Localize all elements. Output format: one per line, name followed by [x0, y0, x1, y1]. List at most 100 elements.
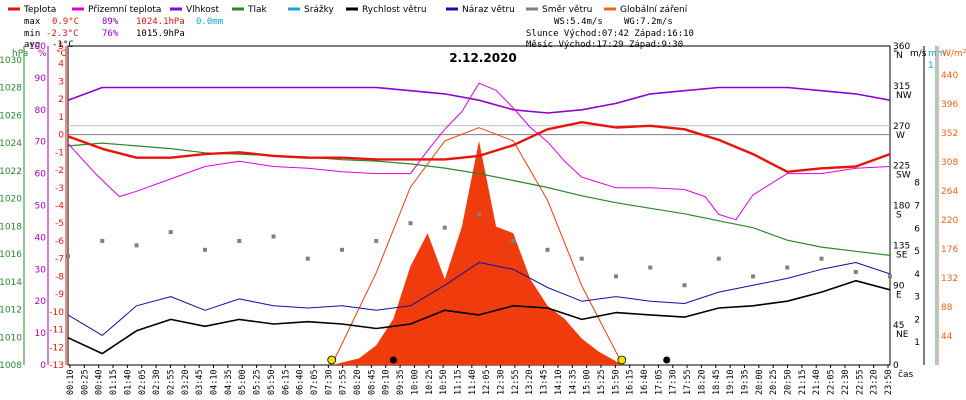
x-axis-label: čas — [898, 369, 913, 380]
x-tick-label: 17:55 — [683, 369, 693, 395]
temp-tick-label: -2 — [55, 166, 64, 176]
x-tick-label: 05:25 — [253, 369, 263, 395]
temp-tick-label: 5 — [58, 42, 64, 52]
x-tick-label: 13:45 — [540, 369, 550, 395]
x-tick-label: 21:15 — [798, 369, 808, 395]
hpa-tick-label: 1012 — [0, 306, 22, 316]
wind-direction-point — [716, 256, 721, 261]
hum-tick-label: 70 — [35, 138, 47, 148]
hpa-tick-label: 1026 — [0, 111, 22, 121]
x-tick-label: 10:00 — [410, 369, 420, 395]
dir-tick-label: 135 — [893, 241, 910, 251]
wind-direction-point — [305, 256, 310, 261]
wind-direction-point — [442, 225, 447, 230]
temp-tick-label: 4 — [58, 60, 64, 70]
rad-tick-label: 352 — [941, 129, 958, 139]
temp-tick-label: -6 — [55, 237, 64, 247]
legend-label: Tlak — [247, 5, 268, 15]
temp-axis-label: °C — [56, 49, 67, 59]
dir-name-label: SE — [896, 250, 908, 260]
x-tick-label: 03:20 — [181, 369, 191, 395]
info-wg: WG:7.2m/s — [624, 17, 673, 27]
dir-tick-label: 315 — [893, 82, 910, 92]
moonrise-marker — [663, 356, 671, 364]
hpa-tick-label: 1008 — [0, 361, 22, 371]
wind-direction-point — [271, 234, 276, 239]
hum-axis-label: % — [38, 49, 47, 59]
hpa-tick-label: 1014 — [0, 278, 22, 288]
x-tick-label: 08:20 — [353, 369, 363, 395]
x-tick-label: 09:35 — [396, 369, 406, 395]
temp-tick-label: -8 — [55, 272, 64, 282]
series — [66, 82, 892, 366]
wind-direction-point — [374, 238, 379, 243]
x-tick-label: 12:30 — [497, 369, 507, 395]
x-tick-label: 14:35 — [568, 369, 578, 395]
sunset-marker — [617, 355, 627, 365]
stats-min-hum: 76% — [102, 29, 119, 39]
temperature-line — [67, 120, 891, 174]
rad-tick-label: 440 — [941, 71, 958, 81]
x-tick-label: 15:25 — [597, 369, 607, 395]
temp-tick-label: -3 — [55, 184, 64, 194]
stats-min-label: min — [24, 29, 40, 39]
temp-tick-label: -9 — [55, 290, 64, 300]
info-block: WS:5.4m/s WG:7.2m/s Slunce Východ:07:42 … — [526, 17, 694, 50]
stats-max-rain: 0.0mm — [196, 17, 223, 27]
moonset-marker — [389, 356, 397, 364]
stats-min-temp: -2.3°C — [46, 29, 79, 39]
x-tick-label: 18:45 — [712, 369, 722, 395]
x-tick-label: 01:15 — [109, 369, 119, 395]
stats-max-temp: 0.9°C — [52, 17, 79, 27]
mm-tick-label: 1 — [928, 61, 934, 71]
hum-tick-label: 20 — [35, 297, 47, 307]
x-tick-label: 22:55 — [855, 369, 865, 395]
temp-tick-label: -1 — [55, 148, 64, 158]
rad-tick-label: 220 — [941, 216, 958, 226]
wind-speed-line — [67, 279, 891, 355]
hpa-tick-label: 1018 — [0, 222, 22, 232]
wind-direction-point — [682, 283, 687, 288]
ms-tick-label: 3 — [914, 293, 920, 303]
legend-label: Teplota — [23, 5, 56, 15]
x-tick-label: 15:00 — [583, 369, 593, 395]
x-tick-label: 11:15 — [453, 369, 463, 395]
hum-tick-label: 40 — [35, 233, 47, 243]
hum-tick-label: 60 — [35, 170, 47, 180]
x-tick-label: 23:20 — [870, 369, 880, 395]
ms-tick-label: 4 — [914, 270, 920, 280]
x-tick-label: 22:05 — [827, 369, 837, 395]
dir-tick-label: 270 — [893, 122, 910, 132]
hum-tick-label: 0 — [40, 361, 46, 371]
dir-tick-label: 90 — [893, 281, 905, 291]
stats-max-press: 1024.1hPa — [136, 17, 185, 27]
wind-direction-point — [408, 221, 413, 226]
temp-tick-label: -5 — [55, 219, 64, 229]
ms-tick-label: 8 — [914, 179, 920, 189]
x-tick-label: 00:40 — [95, 369, 105, 395]
wind-direction-point — [511, 238, 516, 243]
legend-label: Směr větru — [542, 5, 592, 15]
dir-name-label: NE — [896, 330, 909, 340]
x-tick-label: 08:45 — [367, 369, 377, 395]
ms-tick-label: 6 — [914, 224, 920, 234]
legend-label: Rychlost větru — [362, 5, 427, 15]
hum-tick-label: 10 — [35, 329, 47, 339]
x-tick-label: 07:05 — [310, 369, 320, 395]
x-tick-label: 05:00 — [238, 369, 248, 395]
x-tick-label: 21:40 — [812, 369, 822, 395]
hpa-tick-label: 1030 — [0, 56, 22, 66]
ground-temperature-line — [67, 82, 891, 221]
x-tick-label: 11:40 — [468, 369, 478, 395]
wind-direction-point — [888, 274, 892, 279]
x-tick-label: 16:40 — [640, 369, 650, 395]
temp-tick-label: -10 — [49, 308, 64, 318]
wind-direction-point — [203, 247, 207, 252]
rad-tick-label: 396 — [941, 100, 958, 110]
temp-tick-label: -7 — [55, 255, 64, 265]
x-tick-label: 00:25 — [80, 369, 90, 395]
x-tick-label: 09:10 — [382, 369, 392, 395]
sunrise-marker — [327, 355, 337, 365]
x-tick-label: 10:25 — [425, 369, 435, 395]
ms-tick-label: 2 — [914, 315, 920, 325]
